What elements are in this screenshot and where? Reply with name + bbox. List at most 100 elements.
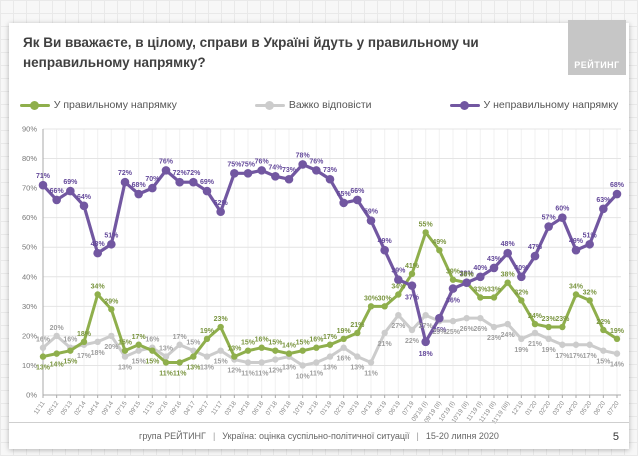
svg-text:14%: 14%: [610, 362, 625, 369]
svg-text:17%: 17%: [583, 353, 598, 360]
svg-text:50%: 50%: [22, 243, 37, 252]
svg-text:06'19: 06'19: [388, 400, 403, 417]
svg-text:33%: 33%: [473, 286, 488, 293]
svg-text:20%: 20%: [104, 344, 119, 351]
legend-line-dot-icon: [19, 100, 50, 110]
svg-text:48%: 48%: [91, 241, 106, 248]
chart-title: Як Ви вважаєте, в цілому, справи в Украї…: [23, 35, 479, 70]
svg-text:34%: 34%: [391, 284, 406, 291]
svg-text:49%: 49%: [569, 238, 584, 245]
svg-text:03'19: 03'19: [347, 400, 362, 417]
svg-text:13%: 13%: [186, 365, 201, 372]
svg-text:26%: 26%: [460, 326, 475, 333]
svg-text:13%: 13%: [323, 365, 338, 372]
svg-text:32%: 32%: [514, 289, 529, 296]
legend-label: У правильному напрямку: [53, 99, 177, 111]
svg-text:23%: 23%: [214, 316, 229, 323]
svg-text:21%: 21%: [528, 341, 543, 348]
legend-item-1: Важко відповісти: [254, 95, 372, 115]
svg-text:39%: 39%: [391, 268, 406, 275]
svg-text:14%: 14%: [282, 343, 297, 350]
svg-text:17%: 17%: [569, 353, 584, 360]
svg-text:60%: 60%: [555, 206, 570, 213]
svg-text:90%: 90%: [22, 125, 37, 134]
line-chart-svg: 0%10%20%30%40%50%60%70%80%90%11'11 05'12 0…: [22, 125, 625, 426]
svg-text:51%: 51%: [583, 232, 598, 239]
svg-text:72%: 72%: [186, 170, 201, 177]
svg-text:05'19: 05'19: [374, 400, 389, 417]
svg-text:68%: 68%: [132, 182, 147, 189]
svg-text:43%: 43%: [487, 256, 502, 263]
svg-text:51%: 51%: [104, 232, 119, 239]
svg-text:21%: 21%: [378, 341, 393, 348]
report-card: Як Ви вважаєте, в цілому, справи в Украї…: [9, 20, 629, 449]
svg-text:10%: 10%: [22, 361, 37, 370]
svg-text:11%: 11%: [159, 370, 173, 377]
footer-separator: |: [416, 431, 419, 441]
svg-text:0%: 0%: [26, 391, 37, 400]
svg-text:11%: 11%: [173, 370, 187, 377]
svg-text:75%: 75%: [227, 161, 242, 168]
svg-text:38%: 38%: [460, 271, 475, 278]
svg-text:34%: 34%: [569, 284, 584, 291]
svg-text:40%: 40%: [473, 265, 488, 272]
svg-text:27%: 27%: [419, 323, 434, 330]
svg-text:10'18: 10'18: [292, 400, 307, 417]
svg-text:17%: 17%: [77, 353, 92, 360]
svg-text:15%: 15%: [214, 359, 229, 366]
svg-text:16%: 16%: [255, 337, 270, 344]
svg-text:66%: 66%: [50, 188, 65, 195]
svg-text:06'18: 06'18: [251, 400, 266, 417]
svg-text:34%: 34%: [91, 284, 106, 291]
svg-text:17%: 17%: [173, 334, 188, 341]
svg-text:15%: 15%: [63, 359, 78, 366]
footer-date: 15-20 липня 2020: [425, 431, 499, 441]
svg-text:69%: 69%: [200, 179, 215, 186]
svg-text:22%: 22%: [405, 338, 420, 345]
svg-text:11%: 11%: [255, 370, 269, 377]
svg-text:12%: 12%: [268, 368, 283, 375]
svg-text:07'20: 07'20: [606, 400, 621, 417]
svg-text:15%: 15%: [145, 359, 160, 366]
svg-text:13%: 13%: [118, 365, 133, 372]
svg-text:09'16: 09'16: [169, 400, 184, 417]
svg-text:49%: 49%: [378, 238, 393, 245]
svg-text:39%: 39%: [446, 269, 461, 276]
svg-text:09'18: 09'18: [278, 400, 293, 417]
svg-text:76%: 76%: [309, 158, 324, 165]
svg-text:13%: 13%: [227, 346, 242, 353]
svg-text:16%: 16%: [309, 337, 324, 344]
svg-text:17%: 17%: [132, 334, 147, 341]
footer-subject: Україна: оцінка суспільно-політичної сит…: [222, 431, 410, 441]
svg-text:38%: 38%: [460, 272, 475, 279]
svg-text:18%: 18%: [419, 351, 434, 358]
svg-text:06'20: 06'20: [593, 400, 608, 417]
svg-text:41%: 41%: [405, 263, 420, 270]
svg-text:27%: 27%: [391, 323, 406, 330]
svg-text:03'18: 03'18: [224, 400, 239, 417]
svg-text:33%: 33%: [487, 286, 502, 293]
svg-text:38%: 38%: [501, 272, 516, 279]
svg-text:59%: 59%: [364, 209, 379, 216]
svg-text:13%: 13%: [200, 365, 215, 372]
svg-text:57%: 57%: [542, 215, 557, 222]
svg-text:02'16: 02'16: [155, 400, 170, 417]
svg-text:22%: 22%: [596, 319, 611, 326]
svg-text:21%: 21%: [350, 322, 365, 329]
svg-text:09'15: 09'15: [128, 400, 143, 417]
svg-text:29%: 29%: [104, 298, 119, 305]
svg-text:09'14: 09'14: [101, 400, 116, 417]
legend-item-0: У правильному напрямку: [19, 95, 177, 115]
svg-text:13%: 13%: [282, 365, 297, 372]
svg-text:40%: 40%: [514, 265, 529, 272]
svg-text:15%: 15%: [296, 340, 311, 347]
svg-text:11'17: 11'17: [210, 400, 224, 416]
svg-text:65%: 65%: [337, 191, 352, 198]
svg-text:17%: 17%: [555, 353, 570, 360]
svg-text:48%: 48%: [501, 241, 516, 248]
svg-text:13%: 13%: [159, 346, 174, 353]
svg-text:80%: 80%: [22, 154, 37, 163]
legend-line-dot-icon: [449, 100, 480, 110]
svg-text:24%: 24%: [501, 332, 516, 339]
svg-text:11%: 11%: [241, 370, 255, 377]
